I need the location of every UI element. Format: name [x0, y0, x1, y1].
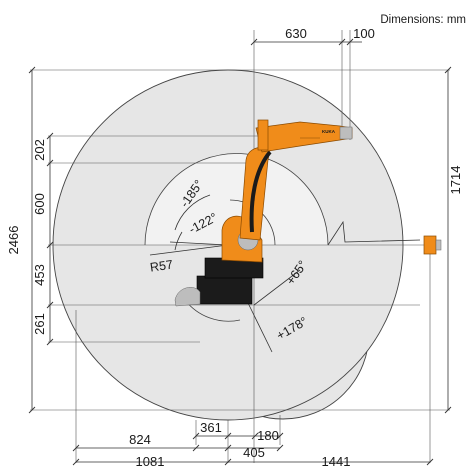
robot-cable [249, 150, 272, 233]
dim-1441: 1441 [322, 454, 351, 469]
dim-100: 100 [353, 26, 375, 41]
dim-1081: 1081 [136, 454, 165, 469]
robot-motor [257, 119, 269, 151]
dim-1714: 1714 [448, 166, 463, 195]
radius-label: R57 [149, 258, 174, 275]
dim-453: 453 [32, 264, 47, 286]
robot-logo-text: KUKA [322, 129, 336, 134]
robot-wrist [339, 126, 353, 140]
robot-base [196, 275, 253, 305]
envelope-notch [327, 220, 421, 246]
dim-600: 600 [32, 193, 47, 215]
dim-180: 180 [257, 428, 279, 443]
dim-361: 361 [200, 420, 222, 435]
robot-tool [423, 235, 437, 255]
dimension-lines [28, 30, 452, 466]
robot-arm: KUKA [174, 119, 442, 307]
dim-202: 202 [32, 139, 47, 161]
dim-405: 405 [243, 445, 265, 460]
dim-261: 261 [32, 313, 47, 335]
inner-envelope-arc [144, 153, 329, 246]
robot-cable-pack [174, 287, 201, 307]
units-note: Dimensions: mm [380, 14, 466, 26]
dim-2466: 2466 [6, 226, 21, 255]
dim-824: 824 [129, 432, 151, 447]
dim-630: 630 [285, 26, 307, 41]
